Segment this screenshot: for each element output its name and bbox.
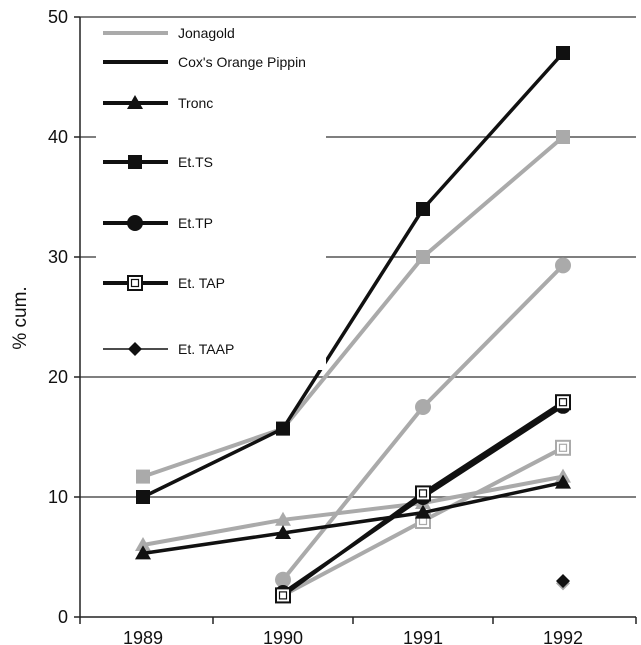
legend-background [96, 22, 326, 370]
series-tronc-jonagold-point [275, 511, 291, 526]
series-tronc-cox-point [415, 504, 431, 519]
legend-label: Et.TP [178, 215, 213, 231]
series-et-tap-cox-point [275, 587, 291, 604]
y-tick-label: 10 [48, 487, 68, 507]
legend-item: Cox's Orange Pippin [103, 54, 306, 70]
legend-item: Et. TAP [103, 275, 225, 291]
legend-item: Tronc [103, 95, 213, 111]
series-et-tap-jonagold [275, 439, 571, 604]
series-et-ts-cox-point [416, 202, 430, 216]
series-et-tp-jonagold-point [415, 399, 431, 415]
series-et-ts-cox-point [276, 421, 290, 436]
legend-item: Et.TS [103, 154, 213, 170]
series-tronc-jonagold-line [142, 474, 564, 547]
legend-label: Jonagold [178, 25, 235, 41]
y-tick-label: 50 [48, 7, 68, 27]
legend-swatch-marker [128, 342, 142, 356]
series-et-tp-jonagold-point [555, 257, 571, 274]
series-et-ts-jonagold-point [556, 130, 570, 144]
legend-label: Et. TAP [178, 275, 225, 291]
series-et-ts-jonagold-line [142, 135, 565, 479]
series-tronc-jonagold-point [135, 537, 151, 551]
series-tronc-cox-line [142, 480, 564, 556]
legend-item: Et.TP [103, 215, 213, 231]
series-tronc-jonagold [135, 468, 571, 551]
series-et-ts-cox-point [556, 46, 570, 60]
legend-swatch-marker [127, 215, 143, 231]
series-tronc-cox [135, 474, 571, 560]
series-et-ts-cox-line [142, 51, 565, 499]
legend-label: Tronc [178, 95, 213, 111]
series-et-tap-cox-point [555, 394, 571, 411]
legend-item: Et. TAAP [103, 341, 234, 357]
series-lines [135, 46, 571, 604]
x-tick-label: 1991 [403, 628, 443, 645]
series-tronc-cox-point [135, 545, 151, 560]
y-tick-label: 20 [48, 367, 68, 387]
series-et-taap-cox [556, 574, 570, 588]
x-tick-label: 1992 [543, 628, 583, 645]
legend-swatch-marker [128, 155, 142, 169]
legend-label: Cox's Orange Pippin [178, 54, 306, 70]
axes: 0 10 20 30 40 50 1989 1990 1991 1992 [48, 7, 637, 645]
series-et-tap-cox-point [415, 485, 431, 502]
series-tronc-cox-point [555, 474, 571, 489]
series-tronc-cox-point [275, 525, 291, 539]
legend: Jonagold Cox's Orange Pippin Tronc Et.TS Et.… [96, 22, 326, 370]
series-et-ts-cox-point [136, 490, 150, 504]
series-et-tp-jonagold-point [275, 571, 291, 588]
series-et-taap-cox-point [556, 574, 570, 588]
legend-item: Jonagold [103, 25, 235, 41]
legend-swatch-marker [127, 275, 143, 291]
series-et-ts-jonagold-point [136, 469, 150, 484]
series-et-tap-cox [275, 394, 571, 604]
series-et-ts-jonagold-point [416, 250, 430, 264]
x-tick-label: 1990 [263, 628, 303, 645]
legend-swatch-marker [127, 95, 143, 109]
y-tick-label: 30 [48, 247, 68, 267]
legend-label: Et. TAAP [178, 341, 234, 357]
legend-label: Et.TS [178, 154, 213, 170]
y-tick-label: 40 [48, 127, 68, 147]
y-tick-label: 0 [58, 607, 68, 627]
y-axis-title: % cum. [10, 286, 31, 349]
series-et-tp-jonagold [275, 257, 571, 588]
x-tick-label: 1989 [123, 628, 163, 645]
series-et-tap-jonagold-point [555, 439, 571, 456]
series-et-ts-cox [136, 46, 570, 504]
